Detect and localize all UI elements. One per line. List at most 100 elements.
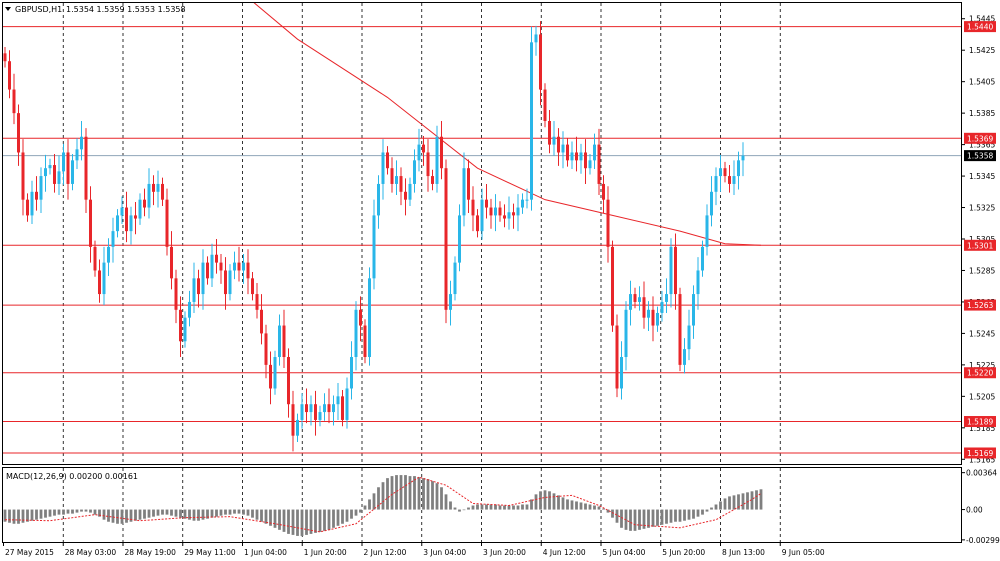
candle-body [386,152,389,169]
macd-y-tick-label: 0.00364 [966,469,997,478]
x-tick-label: 5 Jun 20:00 [662,548,705,557]
macd-bar [395,475,398,510]
candle-body [314,404,317,420]
candle-body [107,246,110,263]
candle-layer [3,21,745,452]
macd-bar [350,509,353,519]
macd-bar [746,492,749,510]
candle-body [206,262,209,279]
macd-bar [8,509,11,523]
candle-body [147,183,151,208]
macd-bar [174,509,178,517]
level-label-bg [964,299,996,311]
macd-bar [548,491,551,510]
candle-body [318,412,322,420]
macd-bar [507,505,511,510]
y-tick-label: 1.5245 [969,329,995,338]
candle-body [291,404,295,436]
candle-body [359,309,362,326]
level-label: 1.5301 [967,241,993,250]
macd-bar [534,494,538,510]
macd-bar [683,509,686,521]
macd-bar [656,509,659,526]
macd-bar [327,509,331,530]
candle-body [237,262,241,271]
macd-bar [134,509,137,521]
macd-bar [737,494,740,510]
macd-bar [566,499,569,510]
macd-bar [156,509,160,516]
candle-body [462,168,466,216]
candle-body [323,404,326,413]
candle-body [3,53,7,62]
candle-body [480,199,484,232]
candle-body [219,262,223,271]
current-price-label-bg [964,150,996,162]
moving-average-layer [253,3,762,246]
macd-bar [422,478,425,510]
candle-body [287,357,290,405]
candle-body [143,199,146,208]
macd-bar [674,509,677,522]
macd-bar [629,509,632,531]
macd-bar [75,509,79,513]
candle-body [134,215,137,219]
candle-body [710,191,713,216]
candle-body [516,207,520,216]
macd-bar [296,509,299,536]
candle-body [179,309,182,342]
time-axis: 27 May 2015 28 May 03:00 28 May 19:00 29 Ma… [3,542,825,557]
x-tick-label: 3 Jun 04:00 [423,548,466,557]
candle-body [377,183,380,216]
candle-body [80,136,83,150]
macd-bar [93,509,97,515]
macd-bar [183,509,187,519]
candle-body [705,215,709,247]
candle-body [741,155,745,161]
macd-bar [660,509,664,525]
candle-body [444,168,448,310]
candle-body [552,136,556,145]
macd-bar [170,509,173,516]
macd-bar [30,509,34,521]
triangle-down-icon[interactable] [5,7,11,11]
macd-bar [84,509,88,512]
y-tick-label: 1.5165 [969,455,995,464]
level-layer [3,26,961,454]
macd-bar [597,506,601,510]
macd-bar [741,493,745,510]
macd-bar [759,489,763,510]
macd-bar [372,493,376,510]
candle-body [170,246,173,279]
macd-bar [3,509,7,522]
candle-body [651,309,655,326]
macd-bar [48,509,52,517]
candle-body [305,404,308,413]
macd-bar [489,504,493,510]
candle-body [35,191,38,200]
macd-bar [98,509,101,517]
candle-body [183,317,187,342]
candle-body [174,278,178,310]
candle-body [26,199,29,216]
macd-bar [66,509,70,514]
macd-bar [651,509,655,527]
macd-bar [309,509,313,534]
macd-bar [449,501,452,510]
macd-bar [647,509,650,528]
macd-bar [755,490,758,510]
macd-bar [516,505,520,510]
candle-body [161,183,164,200]
candle-body [165,199,169,247]
macd-bar [125,509,128,523]
candle-body [300,404,304,420]
candle-body [728,176,731,184]
current-price-label: 1.5358 [967,152,993,161]
candle-body [696,270,700,295]
macd-bar [687,509,691,520]
candle-body [395,176,398,184]
candle-body [381,152,385,184]
candle-body [264,333,268,365]
candle-body [656,312,659,326]
macd-bar [368,499,371,510]
